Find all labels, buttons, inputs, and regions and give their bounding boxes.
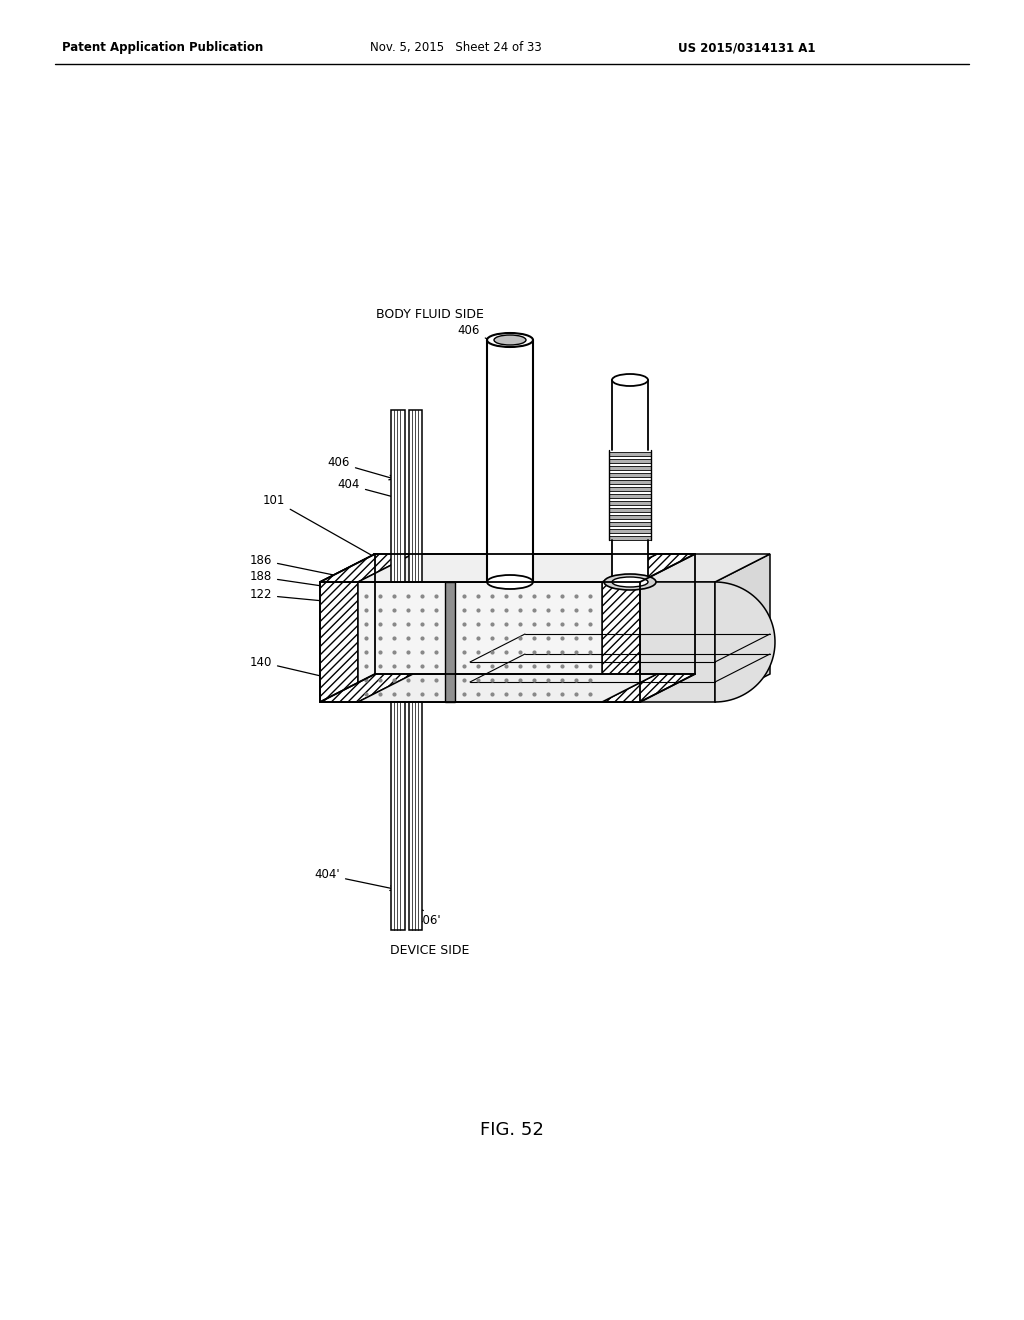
Bar bbox=[612, 540, 648, 582]
Ellipse shape bbox=[612, 577, 648, 587]
Text: 140: 140 bbox=[573, 634, 623, 668]
Polygon shape bbox=[602, 582, 640, 702]
Polygon shape bbox=[602, 675, 695, 702]
Polygon shape bbox=[715, 582, 775, 702]
Ellipse shape bbox=[487, 333, 534, 347]
Text: FIG. 52: FIG. 52 bbox=[480, 1121, 544, 1139]
Polygon shape bbox=[319, 582, 358, 702]
Bar bbox=[391, 411, 406, 582]
Ellipse shape bbox=[494, 335, 526, 345]
Text: BODY FLUID SIDE: BODY FLUID SIDE bbox=[376, 309, 484, 322]
Polygon shape bbox=[715, 554, 770, 702]
Polygon shape bbox=[319, 554, 375, 702]
Ellipse shape bbox=[604, 574, 656, 590]
Bar bbox=[609, 508, 651, 512]
Text: 406': 406' bbox=[415, 908, 440, 927]
Text: Nov. 5, 2015   Sheet 24 of 33: Nov. 5, 2015 Sheet 24 of 33 bbox=[370, 41, 542, 54]
Text: US 2015/0314131 A1: US 2015/0314131 A1 bbox=[678, 41, 815, 54]
Bar bbox=[609, 466, 651, 470]
Bar bbox=[609, 451, 651, 455]
Ellipse shape bbox=[487, 576, 534, 589]
Polygon shape bbox=[358, 554, 657, 582]
Polygon shape bbox=[602, 554, 695, 582]
Bar bbox=[609, 480, 651, 484]
Bar bbox=[609, 459, 651, 463]
Text: 406: 406 bbox=[328, 457, 394, 479]
Text: 406: 406 bbox=[458, 323, 506, 348]
Text: 404': 404' bbox=[314, 869, 395, 891]
Text: 122: 122 bbox=[250, 589, 361, 606]
Polygon shape bbox=[319, 675, 413, 702]
Bar bbox=[609, 494, 651, 498]
Bar bbox=[612, 380, 648, 450]
Text: 404: 404 bbox=[338, 479, 401, 500]
Polygon shape bbox=[358, 582, 602, 702]
Polygon shape bbox=[358, 675, 657, 702]
Text: Patent Application Publication: Patent Application Publication bbox=[62, 41, 263, 54]
Text: 101: 101 bbox=[262, 494, 377, 558]
Bar bbox=[470, 582, 715, 702]
Polygon shape bbox=[470, 554, 770, 582]
Bar bbox=[609, 473, 651, 477]
Text: 188: 188 bbox=[250, 570, 358, 593]
Bar bbox=[391, 702, 406, 931]
Polygon shape bbox=[319, 554, 413, 582]
Bar bbox=[609, 529, 651, 533]
Text: 152: 152 bbox=[459, 668, 623, 681]
Bar bbox=[609, 515, 651, 519]
Text: 150: 150 bbox=[456, 652, 623, 664]
Bar bbox=[445, 582, 455, 702]
Text: DEVICE SIDE: DEVICE SIDE bbox=[390, 944, 470, 957]
Text: 186: 186 bbox=[250, 553, 354, 581]
Text: 140: 140 bbox=[250, 656, 334, 680]
Bar bbox=[609, 502, 651, 506]
Bar bbox=[487, 341, 534, 582]
Bar bbox=[409, 411, 422, 582]
Ellipse shape bbox=[612, 374, 648, 385]
Bar bbox=[609, 536, 651, 540]
Bar bbox=[609, 521, 651, 525]
Bar bbox=[409, 702, 422, 931]
Bar bbox=[609, 487, 651, 491]
